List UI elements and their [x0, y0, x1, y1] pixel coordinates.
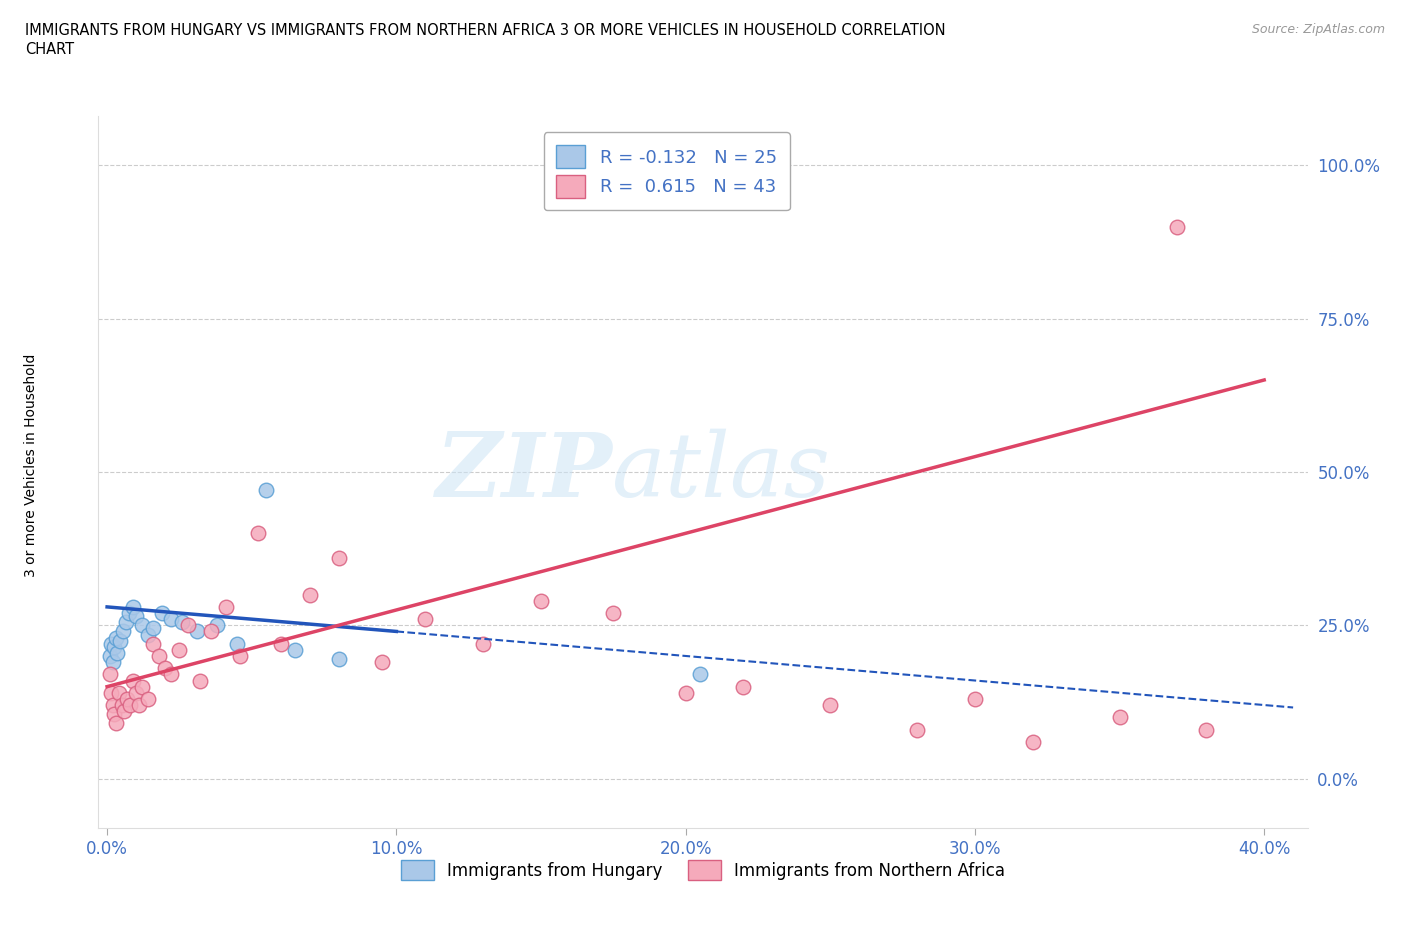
Point: [689, 667, 711, 682]
Point: [169, 643, 191, 658]
Point: [115, 615, 138, 630]
Point: [148, 648, 170, 663]
Point: [328, 652, 350, 667]
Point: [675, 685, 697, 700]
Point: [905, 722, 928, 737]
Point: [1166, 219, 1188, 234]
Point: [153, 661, 176, 676]
Point: [122, 673, 145, 688]
Point: [100, 685, 122, 700]
Point: [120, 698, 142, 712]
Point: [205, 618, 228, 632]
Text: atlas: atlas: [613, 429, 831, 515]
Point: [1108, 710, 1130, 724]
Point: [104, 631, 127, 645]
Point: [254, 483, 277, 498]
Point: [103, 639, 125, 654]
Point: [200, 624, 222, 639]
Point: [226, 636, 249, 651]
Point: [142, 621, 165, 636]
Point: [284, 643, 307, 658]
Point: [131, 618, 153, 632]
Legend: Immigrants from Hungary, Immigrants from Northern Africa: Immigrants from Hungary, Immigrants from…: [394, 854, 1012, 887]
Point: [229, 648, 252, 663]
Point: [98, 667, 121, 682]
Point: [1022, 735, 1045, 750]
Text: IMMIGRANTS FROM HUNGARY VS IMMIGRANTS FROM NORTHERN AFRICA 3 OR MORE VEHICLES IN: IMMIGRANTS FROM HUNGARY VS IMMIGRANTS FR…: [25, 23, 946, 38]
Point: [118, 605, 141, 620]
Point: [1195, 722, 1218, 737]
Text: Source: ZipAtlas.com: Source: ZipAtlas.com: [1251, 23, 1385, 36]
Point: [110, 698, 132, 712]
Point: [103, 707, 125, 722]
Point: [820, 698, 842, 712]
Point: [131, 679, 153, 694]
Text: ZIP: ZIP: [436, 429, 613, 515]
Point: [602, 605, 624, 620]
Point: [101, 655, 124, 670]
Point: [125, 608, 148, 623]
Point: [101, 698, 124, 712]
Point: [188, 673, 211, 688]
Point: [107, 685, 129, 700]
Point: [128, 698, 150, 712]
Point: [150, 605, 173, 620]
Point: [111, 624, 134, 639]
Point: [371, 655, 394, 670]
Point: [186, 624, 208, 639]
Point: [108, 633, 131, 648]
Point: [733, 679, 755, 694]
Point: [472, 636, 495, 651]
Point: [270, 636, 292, 651]
Point: [105, 645, 128, 660]
Point: [136, 627, 159, 642]
Point: [215, 600, 238, 615]
Point: [298, 587, 321, 602]
Text: 3 or more Vehicles in Household: 3 or more Vehicles in Household: [24, 353, 38, 577]
Point: [136, 692, 159, 707]
Point: [328, 551, 350, 565]
Point: [98, 648, 121, 663]
Point: [413, 612, 436, 627]
Point: [159, 667, 181, 682]
Point: [125, 685, 148, 700]
Point: [114, 704, 136, 719]
Point: [963, 692, 986, 707]
Point: [104, 716, 127, 731]
Point: [530, 593, 553, 608]
Point: [122, 600, 145, 615]
Point: [117, 692, 139, 707]
Text: CHART: CHART: [25, 42, 75, 57]
Point: [142, 636, 165, 651]
Point: [172, 615, 194, 630]
Point: [246, 525, 269, 540]
Point: [100, 636, 122, 651]
Point: [159, 612, 181, 627]
Point: [177, 618, 200, 632]
